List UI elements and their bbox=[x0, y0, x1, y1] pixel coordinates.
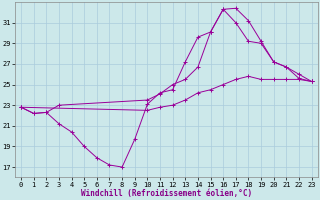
X-axis label: Windchill (Refroidissement éolien,°C): Windchill (Refroidissement éolien,°C) bbox=[81, 189, 252, 198]
